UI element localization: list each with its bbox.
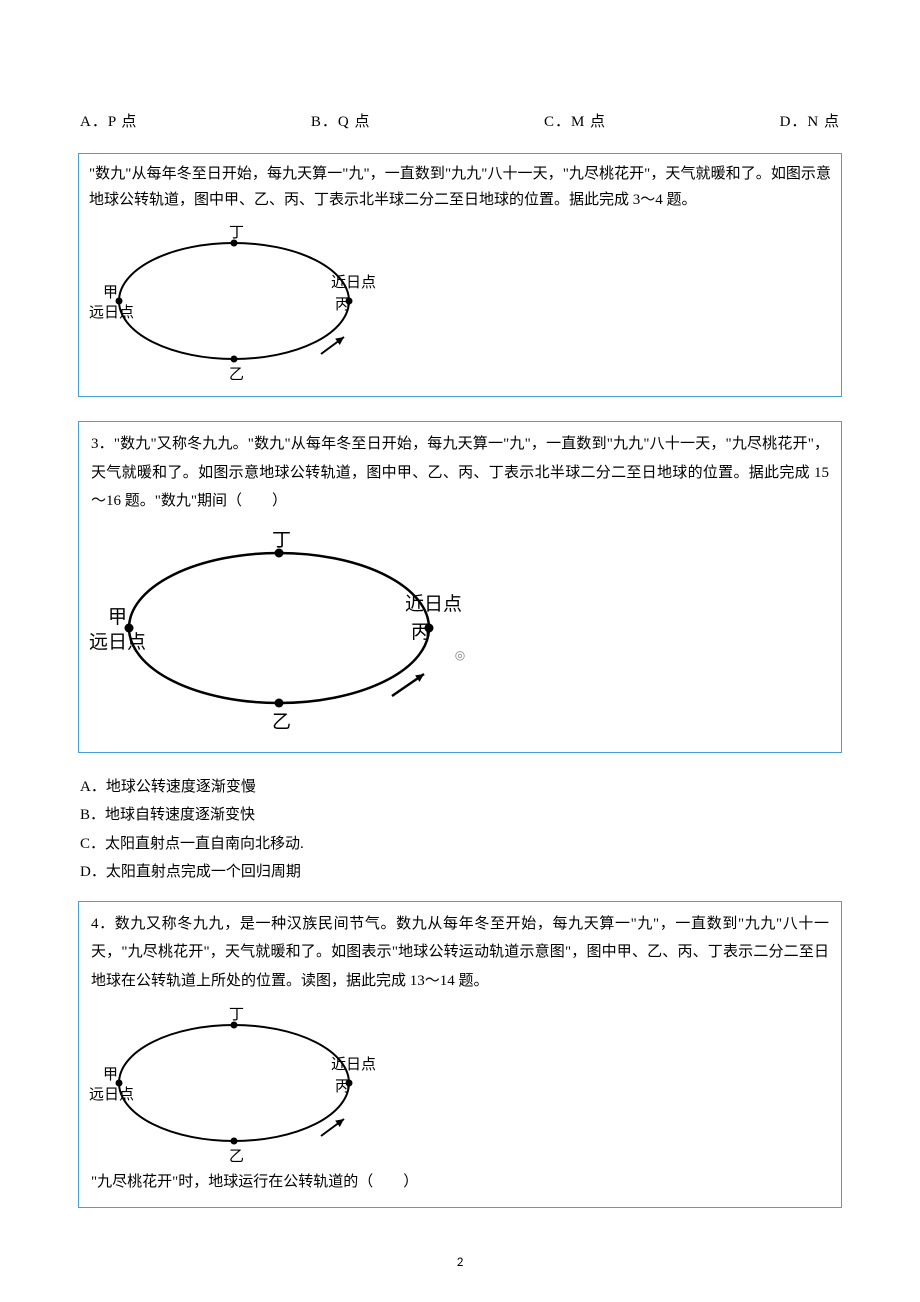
options-row-top: A．P 点 B．Q 点 C．M 点 D．N 点 xyxy=(78,110,842,131)
svg-text:丁: 丁 xyxy=(229,1007,244,1023)
page-number: 2 xyxy=(457,1255,464,1270)
svg-text:乙: 乙 xyxy=(229,1149,244,1165)
svg-text:乙: 乙 xyxy=(272,712,291,733)
orbit-diagram-small-1: 丁甲远日点 近日点丙乙 xyxy=(89,219,831,384)
svg-text:远日点: 远日点 xyxy=(89,631,146,653)
svg-text:乙: 乙 xyxy=(229,367,244,383)
q3-option-c[interactable]: C．太阳直射点一直自南向北移动. xyxy=(80,830,842,859)
question-4-text-bottom: "九尽桃花开"时，地球运行在公转轨道的（ ） xyxy=(89,1168,831,1197)
orbit-diagram-small-2: 丁甲远日点 近日点丙乙 xyxy=(89,1001,831,1166)
option-d[interactable]: D．N 点 xyxy=(780,110,840,131)
question-4-text-top: 4．数九又称冬九九，是一种汉族民间节气。数九从每年冬至开始，每九天算一"九"，一… xyxy=(89,910,831,996)
svg-text:远日点: 远日点 xyxy=(89,304,134,321)
svg-text:丙: 丙 xyxy=(411,622,430,643)
svg-text:远日点: 远日点 xyxy=(89,1086,134,1103)
question-3-box: 3．"数九"又称冬九九。"数九"从每年冬至日开始，每九天算一"九"，一直数到"九… xyxy=(78,421,842,753)
svg-text:甲: 甲 xyxy=(103,1067,118,1083)
passage-text: "数九"从每年冬至日开始，每九天算一"九"，一直数到"九九"八十一天，"九尽桃花… xyxy=(89,162,831,213)
option-c[interactable]: C．M 点 xyxy=(544,110,606,131)
passage-box: "数九"从每年冬至日开始，每九天算一"九"，一直数到"九九"八十一天，"九尽桃花… xyxy=(78,153,842,397)
option-b[interactable]: B．Q 点 xyxy=(311,110,371,131)
svg-text:丁: 丁 xyxy=(229,225,244,241)
svg-text:甲: 甲 xyxy=(103,285,118,301)
question-4-box: 4．数九又称冬九九，是一种汉族民间节气。数九从每年冬至开始，每九天算一"九"，一… xyxy=(78,901,842,1208)
svg-text:近日点: 近日点 xyxy=(331,1056,376,1073)
question-3-options: A．地球公转速度逐渐变慢 B．地球自转速度逐渐变快 C．太阳直射点一直自南向北移… xyxy=(78,773,842,887)
option-a[interactable]: A．P 点 xyxy=(80,110,137,131)
svg-text:甲: 甲 xyxy=(108,607,127,628)
svg-text:近日点: 近日点 xyxy=(405,593,462,615)
svg-text:近日点: 近日点 xyxy=(331,274,376,291)
svg-text:丁: 丁 xyxy=(272,530,291,551)
center-marker-icon: ◎ xyxy=(455,648,465,663)
orbit-diagram-large: 丁甲远日点 近日点丙乙 xyxy=(89,526,831,736)
question-3-text: 3．"数九"又称冬九九。"数九"从每年冬至日开始，每九天算一"九"，一直数到"九… xyxy=(89,430,831,516)
q3-option-b[interactable]: B．地球自转速度逐渐变快 xyxy=(80,801,842,830)
q3-option-a[interactable]: A．地球公转速度逐渐变慢 xyxy=(80,773,842,802)
svg-text:丙: 丙 xyxy=(335,297,350,313)
q3-option-d[interactable]: D．太阳直射点完成一个回归周期 xyxy=(80,858,842,887)
svg-text:丙: 丙 xyxy=(335,1079,350,1095)
